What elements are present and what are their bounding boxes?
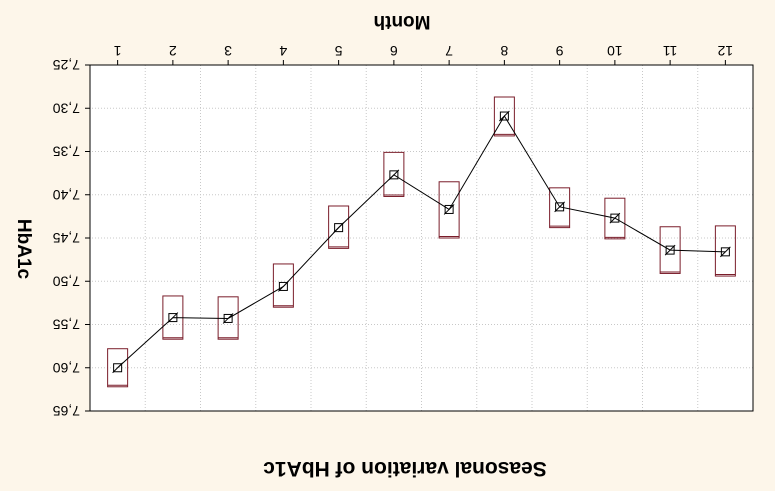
x-tick-label: 8: [500, 43, 508, 59]
y-tick-label: 7,35: [53, 144, 80, 160]
data-point-cross: [499, 110, 510, 122]
error-box: [714, 225, 736, 277]
data-point-marker: [334, 223, 344, 233]
error-box: [328, 205, 350, 249]
data-point-cross: [609, 212, 621, 224]
y-tick-label: 7,30: [53, 100, 80, 116]
data-point-cross: [554, 201, 565, 213]
error-box: [107, 348, 129, 388]
y-tick-label: 7,55: [53, 317, 80, 333]
data-point-cross: [388, 169, 400, 181]
data-point-cross: [720, 246, 731, 258]
data-point-marker: [278, 281, 288, 291]
data-point-marker: [665, 245, 675, 255]
y-tick-label: 7,25: [53, 57, 80, 73]
y-tick-labels: 7,25 7,30 7,35 7,40 7,45 7,50 7,55 7,60 7,65: [53, 57, 90, 419]
error-box: [604, 197, 626, 240]
x-tick-label: 9: [556, 43, 564, 59]
y-tick-label: 7,40: [53, 187, 80, 203]
data-point-marker: [168, 313, 178, 323]
y-tick-label: 7,60: [53, 360, 80, 376]
data-point-cross: [278, 281, 289, 292]
error-boxes: [107, 96, 736, 388]
error-box: [383, 151, 405, 197]
x-tick-label: 2: [169, 43, 177, 59]
data-point-cross: [222, 313, 234, 324]
data-point-cross: [664, 244, 676, 256]
error-box: [493, 96, 515, 137]
data-point-marker: [610, 213, 620, 223]
x-tick-label: 6: [390, 43, 398, 59]
data-point-cross: [333, 222, 344, 233]
data-point-marker: [555, 202, 565, 212]
data-point-marker: [499, 111, 509, 121]
x-tick-labels: 1 2 3 4 5 6 7 8 9 10 11 12: [114, 43, 733, 65]
y-tick-label: 7,50: [53, 273, 80, 289]
error-box: [272, 263, 294, 308]
y-axis-title: HbA1c: [13, 219, 34, 280]
chart-title: Seasonal variation of HbA1c: [263, 457, 547, 480]
x-tick-label: 1: [114, 43, 122, 59]
data-point-cross: [112, 362, 123, 374]
grid-lines: [90, 65, 753, 411]
x-tick-label: 5: [335, 43, 343, 59]
data-point-cross: [443, 204, 455, 215]
x-tick-label: 3: [224, 43, 232, 59]
data-point-marker: [444, 204, 454, 214]
x-tick-label: 11: [663, 43, 678, 59]
x-tick-label: 10: [607, 43, 623, 59]
y-tick-label: 7,65: [53, 403, 80, 419]
data-point-cross: [167, 312, 179, 323]
data-point-marker: [720, 247, 730, 257]
data-point-marker: [223, 313, 233, 323]
error-box: [549, 187, 571, 229]
x-tick-label: 4: [279, 43, 287, 59]
data-point-marker: [113, 363, 123, 373]
y-tick-label: 7,45: [53, 230, 80, 246]
x-tick-label: 7: [445, 43, 453, 59]
x-axis-title: Month: [374, 11, 431, 32]
data-point-marker: [389, 170, 399, 180]
x-tick-label: 12: [717, 43, 733, 59]
data-points: [112, 110, 731, 374]
error-box: [438, 181, 460, 239]
series-line: [117, 115, 726, 369]
